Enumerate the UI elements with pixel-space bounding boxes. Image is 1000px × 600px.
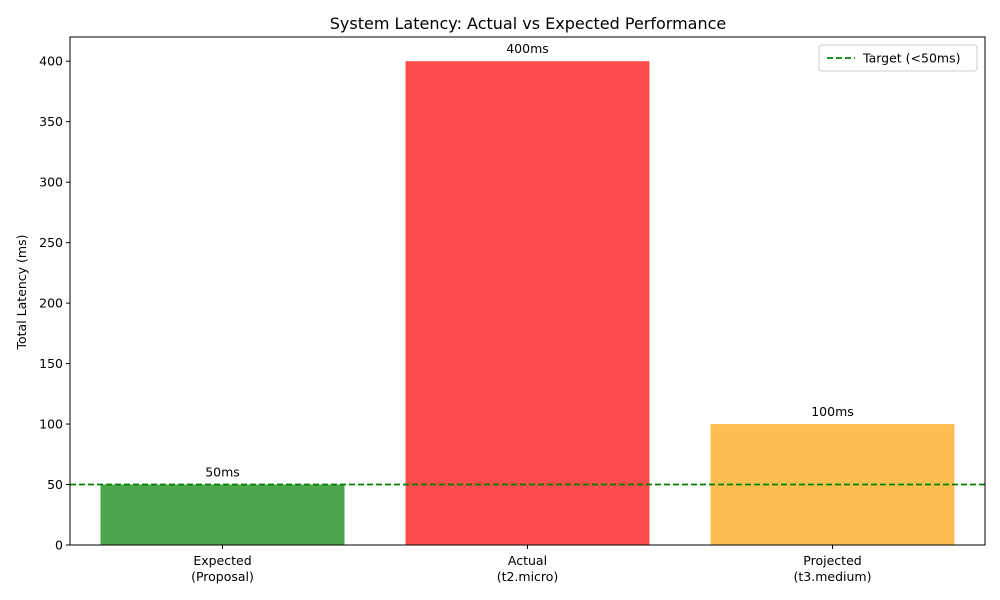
y-axis-label: Total Latency (ms) xyxy=(14,235,29,351)
x-axis: Expected (Proposal) Actual (t2.micro) Projec… xyxy=(191,545,871,584)
x-tick-label-2: Projected (t3.medium) xyxy=(794,553,872,584)
plot-area: 50ms 400ms 100ms xyxy=(69,36,986,546)
y-tick-label-1: 50 xyxy=(47,477,63,492)
y-axis: 0 50 100 150 200 250 300 350 400 xyxy=(39,54,70,553)
y-tick-label-4: 200 xyxy=(39,296,63,311)
x-tick-label-1: Actual (t2.micro) xyxy=(497,553,559,584)
bar-value-label-1: 400ms xyxy=(506,41,549,56)
y-tick-label-7: 350 xyxy=(39,114,63,129)
bar-1 xyxy=(405,61,650,545)
y-tick-label-2: 100 xyxy=(39,417,63,432)
y-tick-label-3: 150 xyxy=(39,356,63,371)
x-tick-label-0: Expected (Proposal) xyxy=(191,553,254,584)
bar-value-label-0: 50ms xyxy=(205,465,240,480)
y-tick-label-5: 250 xyxy=(39,235,63,250)
y-tick-label-8: 400 xyxy=(39,54,63,69)
legend-box xyxy=(818,44,978,72)
bar-2 xyxy=(710,424,955,545)
legend: Target (<50ms) xyxy=(818,44,978,72)
y-tick-label-0: 0 xyxy=(55,538,63,553)
legend-label: Target (<50ms) xyxy=(862,51,960,66)
y-tick-label-6: 300 xyxy=(39,175,63,190)
bar-0 xyxy=(100,484,345,545)
chart-title: System Latency: Actual vs Expected Perfo… xyxy=(330,14,727,33)
bar-value-label-2: 100ms xyxy=(811,404,854,419)
